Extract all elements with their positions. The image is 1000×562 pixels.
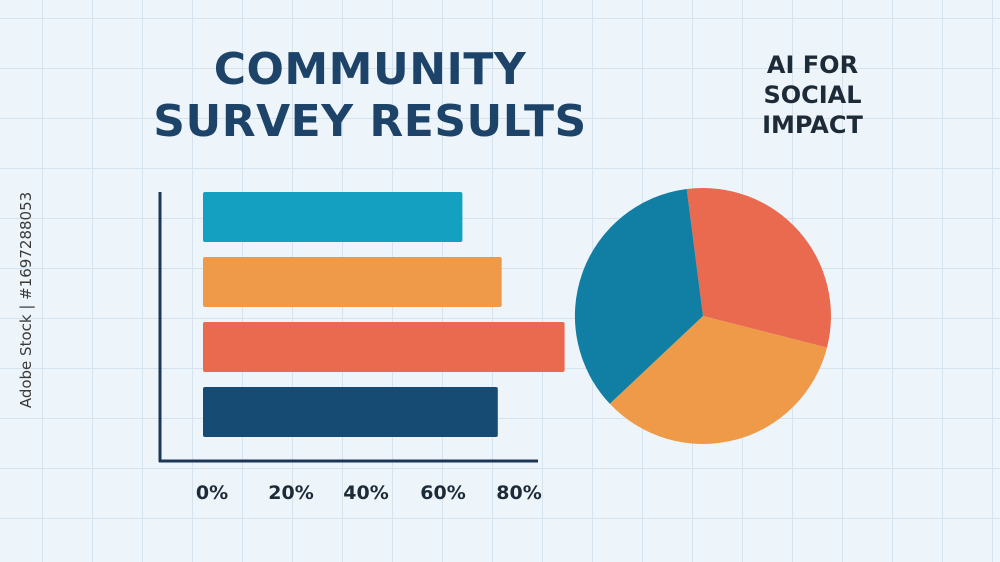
bar-chart: 0% 20% 40% 60% 80%: [158, 192, 565, 504]
pie-chart: [574, 187, 831, 445]
x-tick-label: 80%: [496, 482, 541, 504]
brand-label: AI FOR SOCIAL IMPACT: [740, 50, 885, 140]
bar-4: [203, 387, 498, 437]
title-line-1: COMMUNITY: [213, 44, 527, 95]
bar-3: [203, 322, 565, 372]
chart-title: COMMUNITY SURVEY RESULTS: [150, 44, 590, 148]
x-tick-label: 60%: [420, 482, 465, 504]
brand-line-3: IMPACT: [762, 111, 863, 139]
title-line-2: SURVEY RESULTS: [153, 96, 587, 147]
x-tick-label: 0%: [196, 482, 228, 504]
x-tick-label: 40%: [343, 482, 388, 504]
pie-slice-3: [574, 189, 703, 404]
pie-slice-1: [686, 187, 831, 348]
x-tick-label: 20%: [268, 482, 313, 504]
brand-line-2: SOCIAL: [763, 81, 862, 109]
brand-line-1: AI FOR: [766, 51, 859, 79]
bar-1: [203, 192, 463, 242]
bar-2: [203, 257, 502, 307]
pie-slice-2: [609, 316, 827, 445]
